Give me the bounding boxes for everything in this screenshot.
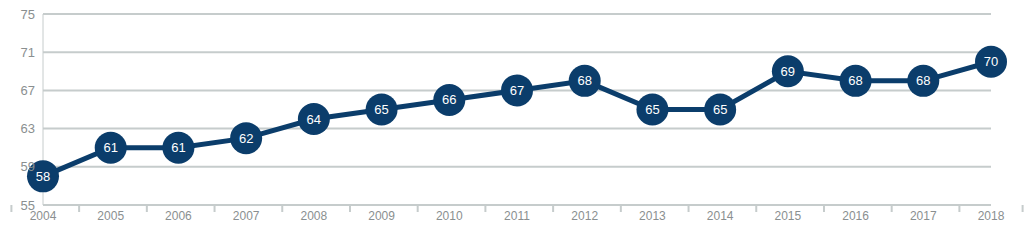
svg-text:59: 59 (21, 159, 35, 174)
svg-text:66: 66 (442, 92, 456, 107)
svg-text:65: 65 (713, 102, 727, 117)
svg-text:2010: 2010 (436, 209, 463, 223)
svg-text:2013: 2013 (639, 209, 666, 223)
svg-text:2009: 2009 (368, 209, 395, 223)
svg-text:68: 68 (577, 73, 591, 88)
svg-text:71: 71 (21, 45, 35, 60)
svg-text:65: 65 (645, 102, 659, 117)
svg-text:69: 69 (781, 64, 795, 79)
svg-text:2006: 2006 (165, 209, 192, 223)
svg-text:61: 61 (103, 140, 117, 155)
svg-text:2004: 2004 (29, 209, 57, 223)
svg-text:65: 65 (374, 102, 388, 117)
svg-text:2016: 2016 (842, 209, 869, 223)
svg-text:2015: 2015 (775, 209, 802, 223)
svg-text:2014: 2014 (707, 209, 734, 223)
svg-text:2005: 2005 (97, 209, 124, 223)
svg-text:75: 75 (21, 7, 35, 22)
svg-text:2008: 2008 (301, 209, 328, 223)
svg-text:2012: 2012 (571, 209, 598, 223)
svg-text:68: 68 (916, 73, 930, 88)
svg-text:63: 63 (21, 121, 35, 136)
svg-text:58: 58 (36, 169, 50, 184)
svg-text:55: 55 (21, 198, 35, 213)
svg-text:70: 70 (984, 54, 998, 69)
svg-text:67: 67 (510, 83, 524, 98)
svg-text:62: 62 (239, 131, 253, 146)
svg-text:2017: 2017 (910, 209, 937, 223)
svg-text:2018: 2018 (978, 209, 1005, 223)
svg-text:67: 67 (21, 83, 35, 98)
svg-text:61: 61 (171, 140, 185, 155)
svg-text:68: 68 (848, 73, 862, 88)
svg-text:64: 64 (307, 112, 321, 127)
svg-text:2007: 2007 (233, 209, 260, 223)
svg-text:2011: 2011 (504, 209, 530, 223)
